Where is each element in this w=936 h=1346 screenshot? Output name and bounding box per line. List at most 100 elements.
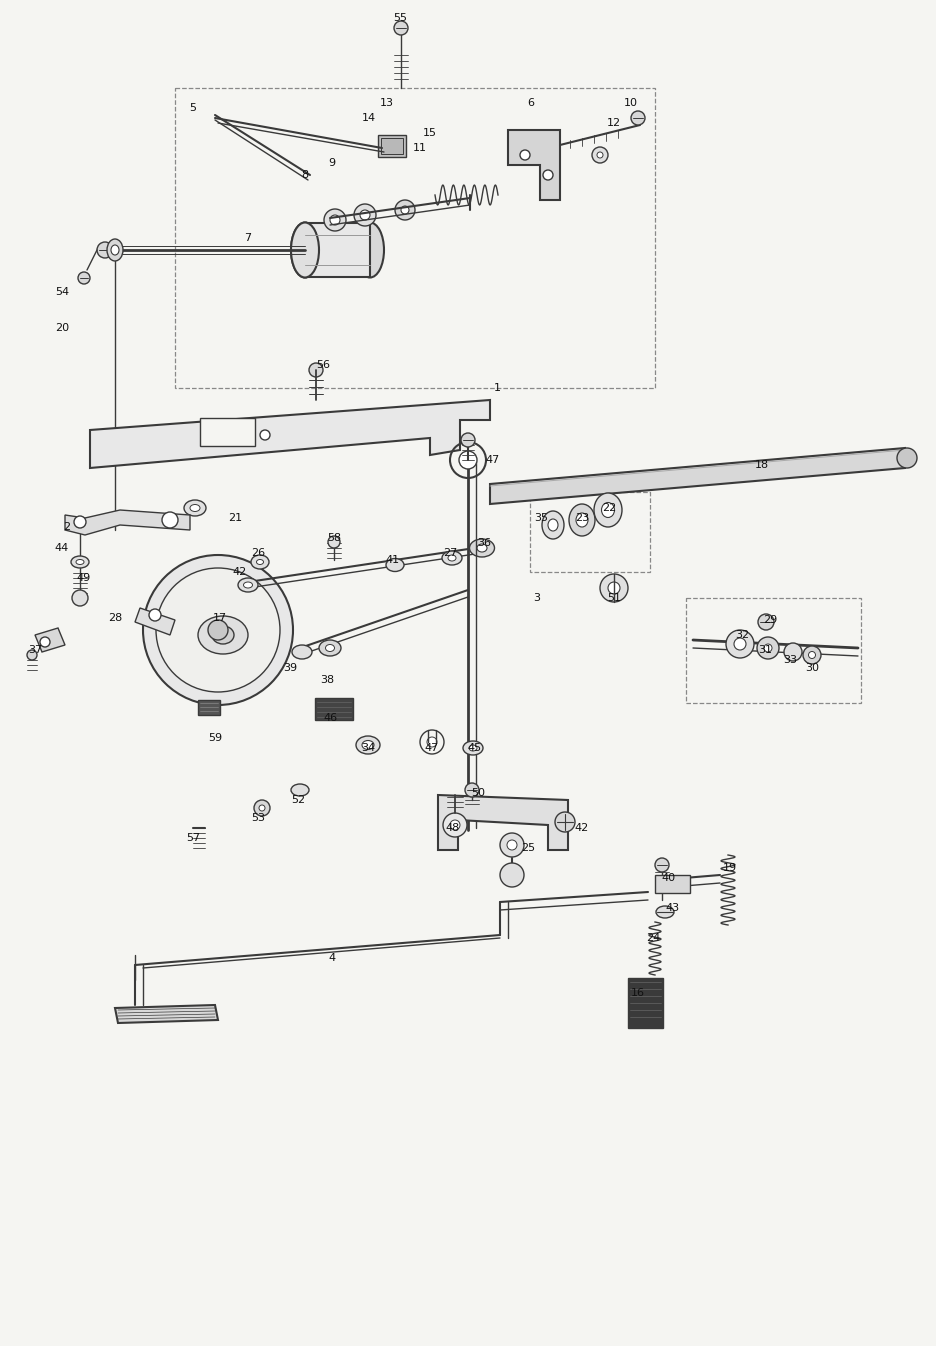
- Circle shape: [608, 581, 620, 594]
- Ellipse shape: [251, 555, 269, 569]
- Ellipse shape: [198, 616, 248, 654]
- Circle shape: [450, 820, 460, 830]
- Text: 29: 29: [763, 615, 777, 625]
- Text: 22: 22: [602, 503, 616, 513]
- Ellipse shape: [291, 222, 319, 277]
- Circle shape: [40, 637, 50, 647]
- Text: 56: 56: [316, 359, 330, 370]
- Polygon shape: [135, 608, 175, 635]
- Text: 51: 51: [607, 594, 621, 603]
- Text: 19: 19: [723, 863, 737, 874]
- Ellipse shape: [354, 205, 376, 226]
- Ellipse shape: [470, 538, 494, 557]
- Ellipse shape: [803, 646, 821, 664]
- Bar: [381, 139, 403, 153]
- Circle shape: [443, 813, 467, 837]
- Circle shape: [520, 149, 530, 160]
- Text: 6: 6: [528, 98, 534, 108]
- Polygon shape: [90, 400, 490, 468]
- Circle shape: [162, 511, 178, 528]
- Polygon shape: [438, 795, 568, 851]
- Ellipse shape: [256, 560, 264, 564]
- Text: 28: 28: [108, 612, 122, 623]
- Ellipse shape: [548, 520, 558, 532]
- Ellipse shape: [291, 222, 319, 277]
- Ellipse shape: [292, 645, 312, 660]
- Ellipse shape: [594, 493, 622, 528]
- Text: 57: 57: [186, 833, 200, 843]
- Text: 25: 25: [521, 843, 535, 853]
- Text: 45: 45: [468, 743, 482, 752]
- Text: 23: 23: [575, 513, 589, 524]
- Circle shape: [427, 738, 437, 747]
- Text: 34: 34: [361, 743, 375, 752]
- Circle shape: [72, 590, 88, 606]
- Ellipse shape: [190, 505, 200, 511]
- Circle shape: [74, 516, 86, 528]
- Circle shape: [208, 621, 228, 639]
- Ellipse shape: [212, 626, 234, 643]
- Ellipse shape: [442, 551, 462, 565]
- Text: 24: 24: [646, 933, 660, 944]
- Bar: [655, 875, 690, 892]
- Ellipse shape: [356, 222, 384, 277]
- Ellipse shape: [330, 215, 340, 225]
- Text: 41: 41: [386, 555, 400, 565]
- Text: 35: 35: [534, 513, 548, 524]
- Ellipse shape: [726, 630, 754, 658]
- Text: 54: 54: [55, 287, 69, 297]
- Text: 18: 18: [755, 460, 769, 470]
- Ellipse shape: [259, 805, 265, 812]
- Polygon shape: [115, 1005, 218, 1023]
- Bar: [175, 87, 655, 388]
- Text: 55: 55: [393, 13, 407, 23]
- Text: 4: 4: [329, 953, 336, 962]
- Text: 52: 52: [291, 795, 305, 805]
- Circle shape: [465, 783, 479, 797]
- Circle shape: [543, 170, 553, 180]
- Text: 13: 13: [380, 98, 394, 108]
- Circle shape: [143, 555, 293, 705]
- Text: 5: 5: [189, 104, 197, 113]
- Text: 8: 8: [301, 170, 309, 180]
- Text: 50: 50: [471, 787, 485, 798]
- Ellipse shape: [184, 499, 206, 516]
- Ellipse shape: [111, 245, 119, 254]
- Ellipse shape: [76, 560, 84, 564]
- Ellipse shape: [362, 740, 374, 750]
- Ellipse shape: [326, 645, 334, 651]
- Ellipse shape: [757, 637, 779, 660]
- Circle shape: [156, 568, 280, 692]
- Text: 26: 26: [251, 548, 265, 559]
- Text: 27: 27: [443, 548, 457, 559]
- Circle shape: [500, 863, 524, 887]
- Ellipse shape: [469, 744, 477, 751]
- Text: 47: 47: [425, 743, 439, 752]
- Text: 46: 46: [323, 713, 337, 723]
- Bar: [530, 493, 650, 572]
- Ellipse shape: [576, 513, 588, 528]
- Text: 36: 36: [477, 538, 491, 548]
- Text: 9: 9: [329, 157, 336, 168]
- Circle shape: [328, 536, 340, 548]
- Text: 44: 44: [55, 542, 69, 553]
- Text: 59: 59: [208, 734, 222, 743]
- Polygon shape: [305, 223, 370, 277]
- Ellipse shape: [602, 502, 615, 517]
- Text: 3: 3: [534, 594, 540, 603]
- Bar: [378, 135, 406, 157]
- Text: 31: 31: [758, 645, 772, 656]
- Text: 33: 33: [783, 656, 797, 665]
- Ellipse shape: [319, 639, 341, 656]
- Circle shape: [394, 22, 408, 35]
- Text: 43: 43: [665, 903, 680, 913]
- Text: 32: 32: [735, 630, 749, 639]
- Text: 15: 15: [423, 128, 437, 139]
- Ellipse shape: [764, 643, 772, 651]
- Ellipse shape: [656, 906, 674, 918]
- Text: 7: 7: [244, 233, 252, 244]
- Text: 49: 49: [77, 573, 91, 583]
- Polygon shape: [508, 131, 560, 201]
- Text: 40: 40: [661, 874, 675, 883]
- Polygon shape: [65, 510, 190, 534]
